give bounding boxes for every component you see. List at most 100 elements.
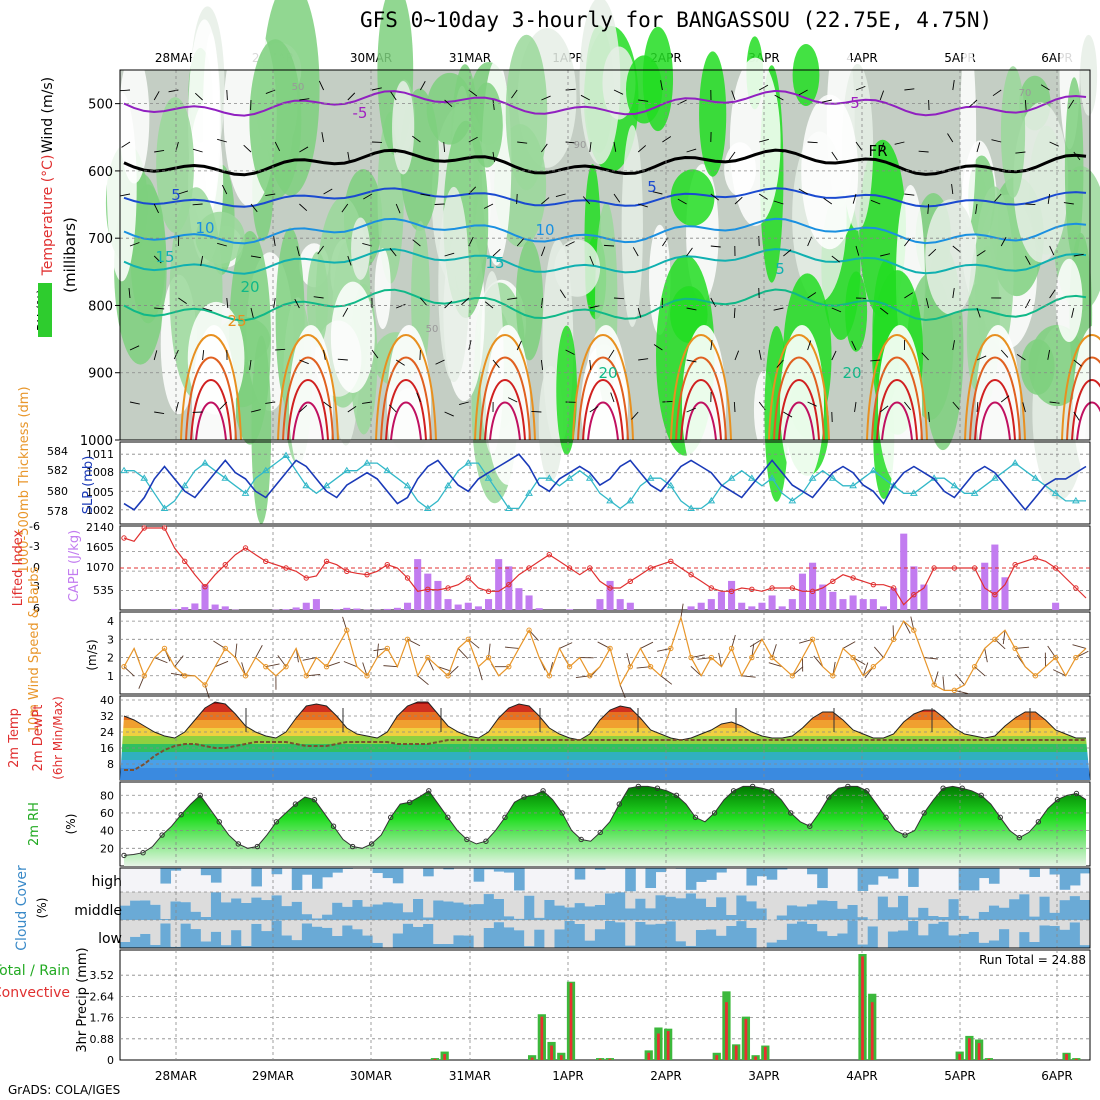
dewpt-line (124, 739, 1086, 771)
cape-bar (485, 599, 493, 610)
precip-tick: 0 (107, 1054, 114, 1067)
cloud-clear-cell (605, 920, 616, 921)
cloud-cell (625, 868, 636, 892)
cloud-clear-cell (948, 920, 960, 936)
temp-tick: 24 (100, 726, 114, 739)
cloud-cell (564, 920, 576, 948)
wind-speed-line-point (870, 663, 877, 670)
cloud-cell (483, 894, 495, 920)
cloud-cell (372, 942, 384, 948)
cloud-cell (301, 923, 313, 948)
wind-barb (589, 406, 599, 413)
cloud-cell (898, 930, 909, 948)
wind-barb (508, 397, 518, 403)
wind-barb (904, 401, 911, 411)
cape-bar (495, 559, 503, 610)
wind-barb (1047, 193, 1051, 204)
cloud-cell (635, 921, 646, 948)
rh-line-point (311, 796, 318, 803)
thickness-line-point (241, 489, 250, 496)
wind-barb (129, 345, 140, 351)
wind-barb (927, 203, 930, 215)
rh-line-point (387, 814, 394, 821)
cloud-clear-cell (615, 920, 626, 923)
precip-convective-bar (958, 1053, 962, 1060)
lifted-index-line-point (951, 565, 958, 571)
wind-barb (807, 401, 817, 407)
wind-speed-line-point (182, 673, 188, 679)
wind-barb (855, 85, 866, 91)
cloud-clear-cell (1009, 920, 1020, 948)
lifted-index-line-point (890, 585, 897, 591)
wind-barb (337, 358, 348, 361)
cape-bar (515, 588, 523, 610)
warm-isotherm-loop (881, 401, 913, 441)
temp-tick: 8 (107, 758, 114, 771)
cloud-clear-cell (1059, 920, 1071, 930)
cape-tick: 1070 (86, 561, 114, 574)
wind-barb (389, 247, 397, 257)
cape-bar (1052, 602, 1060, 610)
wind-barb (1025, 255, 1031, 265)
cape-bar (748, 606, 756, 610)
rh-line-point (292, 801, 299, 807)
cloud-cell (918, 935, 929, 948)
rh-shade-region (670, 169, 715, 226)
cloud-clear-cell (1069, 892, 1081, 897)
cloud-clear-cell (675, 892, 687, 899)
cloud-clear-cell (130, 920, 141, 937)
wind-barb (154, 149, 165, 153)
thickness-line-point (322, 481, 331, 489)
rh-line-point (464, 836, 470, 843)
wind-barb (1022, 402, 1026, 413)
wind-barb (783, 411, 793, 418)
cloud-cell (766, 942, 778, 948)
cloud-clear-cell (807, 892, 818, 905)
cape-tick: 1605 (86, 541, 114, 554)
temp-axis-label: 2m Temp (7, 708, 22, 768)
bottom-date-label: 2APR (650, 1069, 681, 1083)
lifted-index-line-point (1032, 555, 1039, 561)
wind-barb (273, 236, 276, 247)
cloud-cell (251, 897, 262, 920)
rh-shade-region (792, 43, 820, 106)
cloud-cell (1049, 925, 1061, 948)
warm-isotherm-loop (974, 379, 1016, 441)
cloud-cell (332, 868, 343, 873)
wind-speed-line-point (384, 645, 390, 652)
wind-barb (686, 359, 697, 363)
cloud-clear-cell (1029, 920, 1040, 942)
cape-bar (829, 591, 837, 610)
wind-barb (1015, 151, 1026, 154)
cloud-cell (241, 945, 252, 948)
cloud-cell (443, 943, 454, 948)
cloud-cell (544, 899, 555, 920)
cloud-cell (140, 900, 151, 920)
lifted-index-line-point (607, 585, 613, 591)
wind-barb (317, 245, 324, 255)
li-axis-label: Lifted Index (11, 529, 26, 606)
cloud-cell (887, 931, 899, 948)
wind-speed-line-point (404, 636, 411, 643)
wind-barb (347, 405, 357, 413)
wind-barb (565, 88, 576, 91)
wind-barb (342, 307, 349, 317)
cloud-cell (1059, 868, 1071, 890)
cloud-clear-cell (857, 892, 869, 918)
cloud-clear-cell (867, 920, 879, 927)
dewpt-axis-label: 2m DewPt (31, 705, 46, 772)
warm-isotherm-loop (582, 379, 624, 441)
thickness-tick: 582 (47, 464, 68, 477)
lifted-index-line-point (749, 586, 755, 593)
rh-line-point (330, 823, 337, 829)
thickness-line-point (160, 504, 169, 511)
cape-bar (606, 580, 614, 610)
lifted-index-line-point (830, 578, 836, 585)
cape-bar (596, 599, 604, 610)
wind-barb (852, 193, 857, 204)
wind-barb (416, 392, 421, 403)
wind-barb (363, 193, 373, 200)
rh-line-point (788, 810, 794, 816)
thickness-line-point (221, 474, 230, 481)
wind-barb (559, 289, 566, 299)
